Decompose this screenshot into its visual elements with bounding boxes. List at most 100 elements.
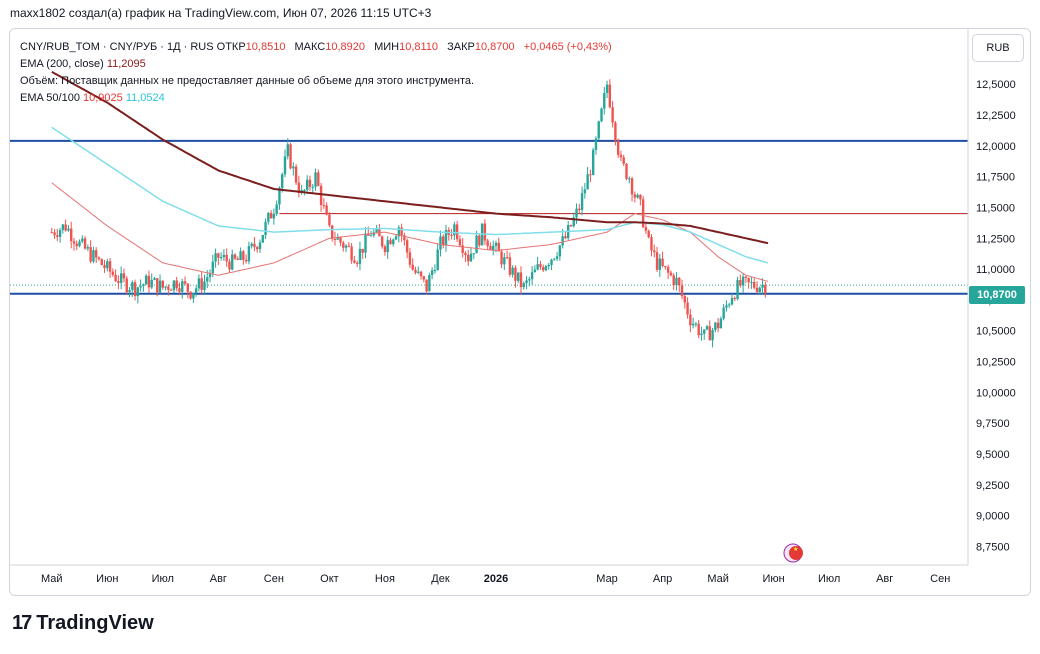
candle-body bbox=[508, 257, 512, 275]
candle-body bbox=[533, 269, 537, 273]
candle-body bbox=[369, 235, 373, 237]
candle-body bbox=[150, 279, 153, 288]
candle-body bbox=[197, 278, 201, 289]
candle-body bbox=[408, 252, 412, 265]
candle-body bbox=[92, 250, 95, 262]
candle-body bbox=[411, 264, 414, 270]
candle-body bbox=[125, 278, 128, 293]
candle-body bbox=[111, 271, 115, 275]
candle-body bbox=[328, 214, 331, 226]
candle-body bbox=[122, 273, 126, 279]
candle-body bbox=[586, 174, 589, 190]
candle-body bbox=[228, 261, 231, 270]
candle-body bbox=[147, 275, 151, 288]
y-tick-label: 11,7500 bbox=[976, 172, 1015, 184]
candle-body bbox=[691, 323, 695, 326]
candle-body bbox=[497, 242, 500, 252]
candle-body bbox=[67, 228, 70, 231]
candle-body bbox=[736, 280, 739, 300]
high-value: 10,8920 bbox=[325, 41, 365, 53]
candle-body bbox=[739, 280, 742, 286]
candle-body bbox=[758, 287, 761, 293]
candle-body bbox=[394, 236, 398, 240]
candle-body bbox=[139, 285, 142, 288]
x-tick-label: Июн bbox=[96, 573, 118, 585]
y-tick-label: 11,2500 bbox=[976, 233, 1015, 245]
candle-body bbox=[750, 282, 753, 284]
candle-body bbox=[605, 84, 609, 93]
candle-body bbox=[144, 275, 148, 285]
candle-body bbox=[244, 259, 248, 262]
candle-body bbox=[114, 274, 117, 282]
close-label: ЗАКР bbox=[447, 41, 475, 53]
candle-body bbox=[269, 212, 273, 219]
y-tick-label: 11,5000 bbox=[976, 202, 1015, 214]
currency-button[interactable]: RUB bbox=[972, 34, 1024, 62]
candle-body bbox=[319, 185, 323, 206]
x-tick-label: Авг bbox=[210, 573, 227, 585]
price-chart[interactable]: 12,5000 12,2500 12,0000 11,7500 11,5000 11,25… bbox=[10, 29, 1030, 595]
candle-body bbox=[161, 280, 165, 288]
candle-body bbox=[719, 318, 723, 329]
candle-body bbox=[297, 182, 301, 193]
candle-body bbox=[555, 256, 559, 259]
candle-body bbox=[375, 229, 378, 233]
x-tick-label: Окт bbox=[320, 573, 339, 585]
candle-body bbox=[367, 233, 370, 236]
candle-body bbox=[553, 258, 556, 260]
candle-body bbox=[344, 245, 348, 248]
candle-body bbox=[486, 240, 489, 247]
candle-body bbox=[97, 257, 101, 260]
candle-body bbox=[272, 213, 276, 219]
x-tick-label: Май bbox=[707, 573, 729, 585]
candle-body bbox=[591, 149, 595, 175]
candle-body bbox=[350, 246, 353, 261]
candle-body bbox=[178, 288, 181, 292]
candle-body bbox=[603, 92, 606, 109]
candle-body bbox=[536, 264, 539, 270]
candle-body bbox=[303, 189, 306, 191]
candle-body bbox=[217, 253, 220, 258]
candle-body bbox=[747, 277, 750, 283]
candle-body bbox=[78, 241, 81, 247]
candle-body bbox=[211, 261, 214, 274]
candle-body bbox=[686, 302, 689, 315]
candle-body bbox=[158, 280, 162, 293]
candle-body bbox=[286, 144, 289, 157]
candle-body bbox=[450, 234, 453, 236]
candle-body bbox=[730, 297, 734, 305]
candle-body bbox=[467, 254, 470, 262]
candle-body bbox=[72, 241, 76, 244]
legend-ema-50-100-row: EMA 50/100 10,9025 11,0524 bbox=[20, 90, 612, 107]
candle-body bbox=[419, 271, 423, 277]
candle-body bbox=[589, 174, 592, 176]
candle-body bbox=[544, 266, 548, 271]
candle-body bbox=[56, 235, 59, 237]
candle-body bbox=[494, 242, 498, 246]
candle-body bbox=[578, 208, 581, 210]
candle-body bbox=[442, 236, 445, 246]
candle-body bbox=[233, 254, 237, 259]
chart-frame[interactable]: 12,5000 12,2500 12,0000 11,7500 11,5000 11,25… bbox=[9, 28, 1031, 596]
candle-body bbox=[703, 329, 706, 334]
candle-body bbox=[267, 212, 270, 222]
tradingview-footer[interactable]: 17 TradingView bbox=[12, 612, 154, 635]
ema200-value: 11,2095 bbox=[106, 58, 146, 70]
y-tick-label: 10,2500 bbox=[976, 357, 1016, 369]
candle-body bbox=[317, 172, 320, 186]
candle-body bbox=[355, 262, 359, 264]
candle-body bbox=[292, 166, 295, 169]
candle-body bbox=[142, 284, 145, 286]
candle-body bbox=[755, 287, 759, 293]
candle-body bbox=[133, 282, 137, 297]
candle-body bbox=[639, 194, 642, 200]
ema200-label: EMA (200, close) bbox=[20, 58, 104, 70]
candle-body bbox=[694, 323, 698, 325]
candle-body bbox=[611, 107, 614, 123]
candle-body bbox=[658, 258, 662, 270]
candle-body bbox=[86, 247, 90, 249]
candle-body bbox=[153, 278, 156, 280]
flag-icon[interactable]: ★ bbox=[783, 543, 803, 563]
x-tick-label: Сен bbox=[930, 573, 950, 585]
candle-body bbox=[81, 238, 84, 242]
